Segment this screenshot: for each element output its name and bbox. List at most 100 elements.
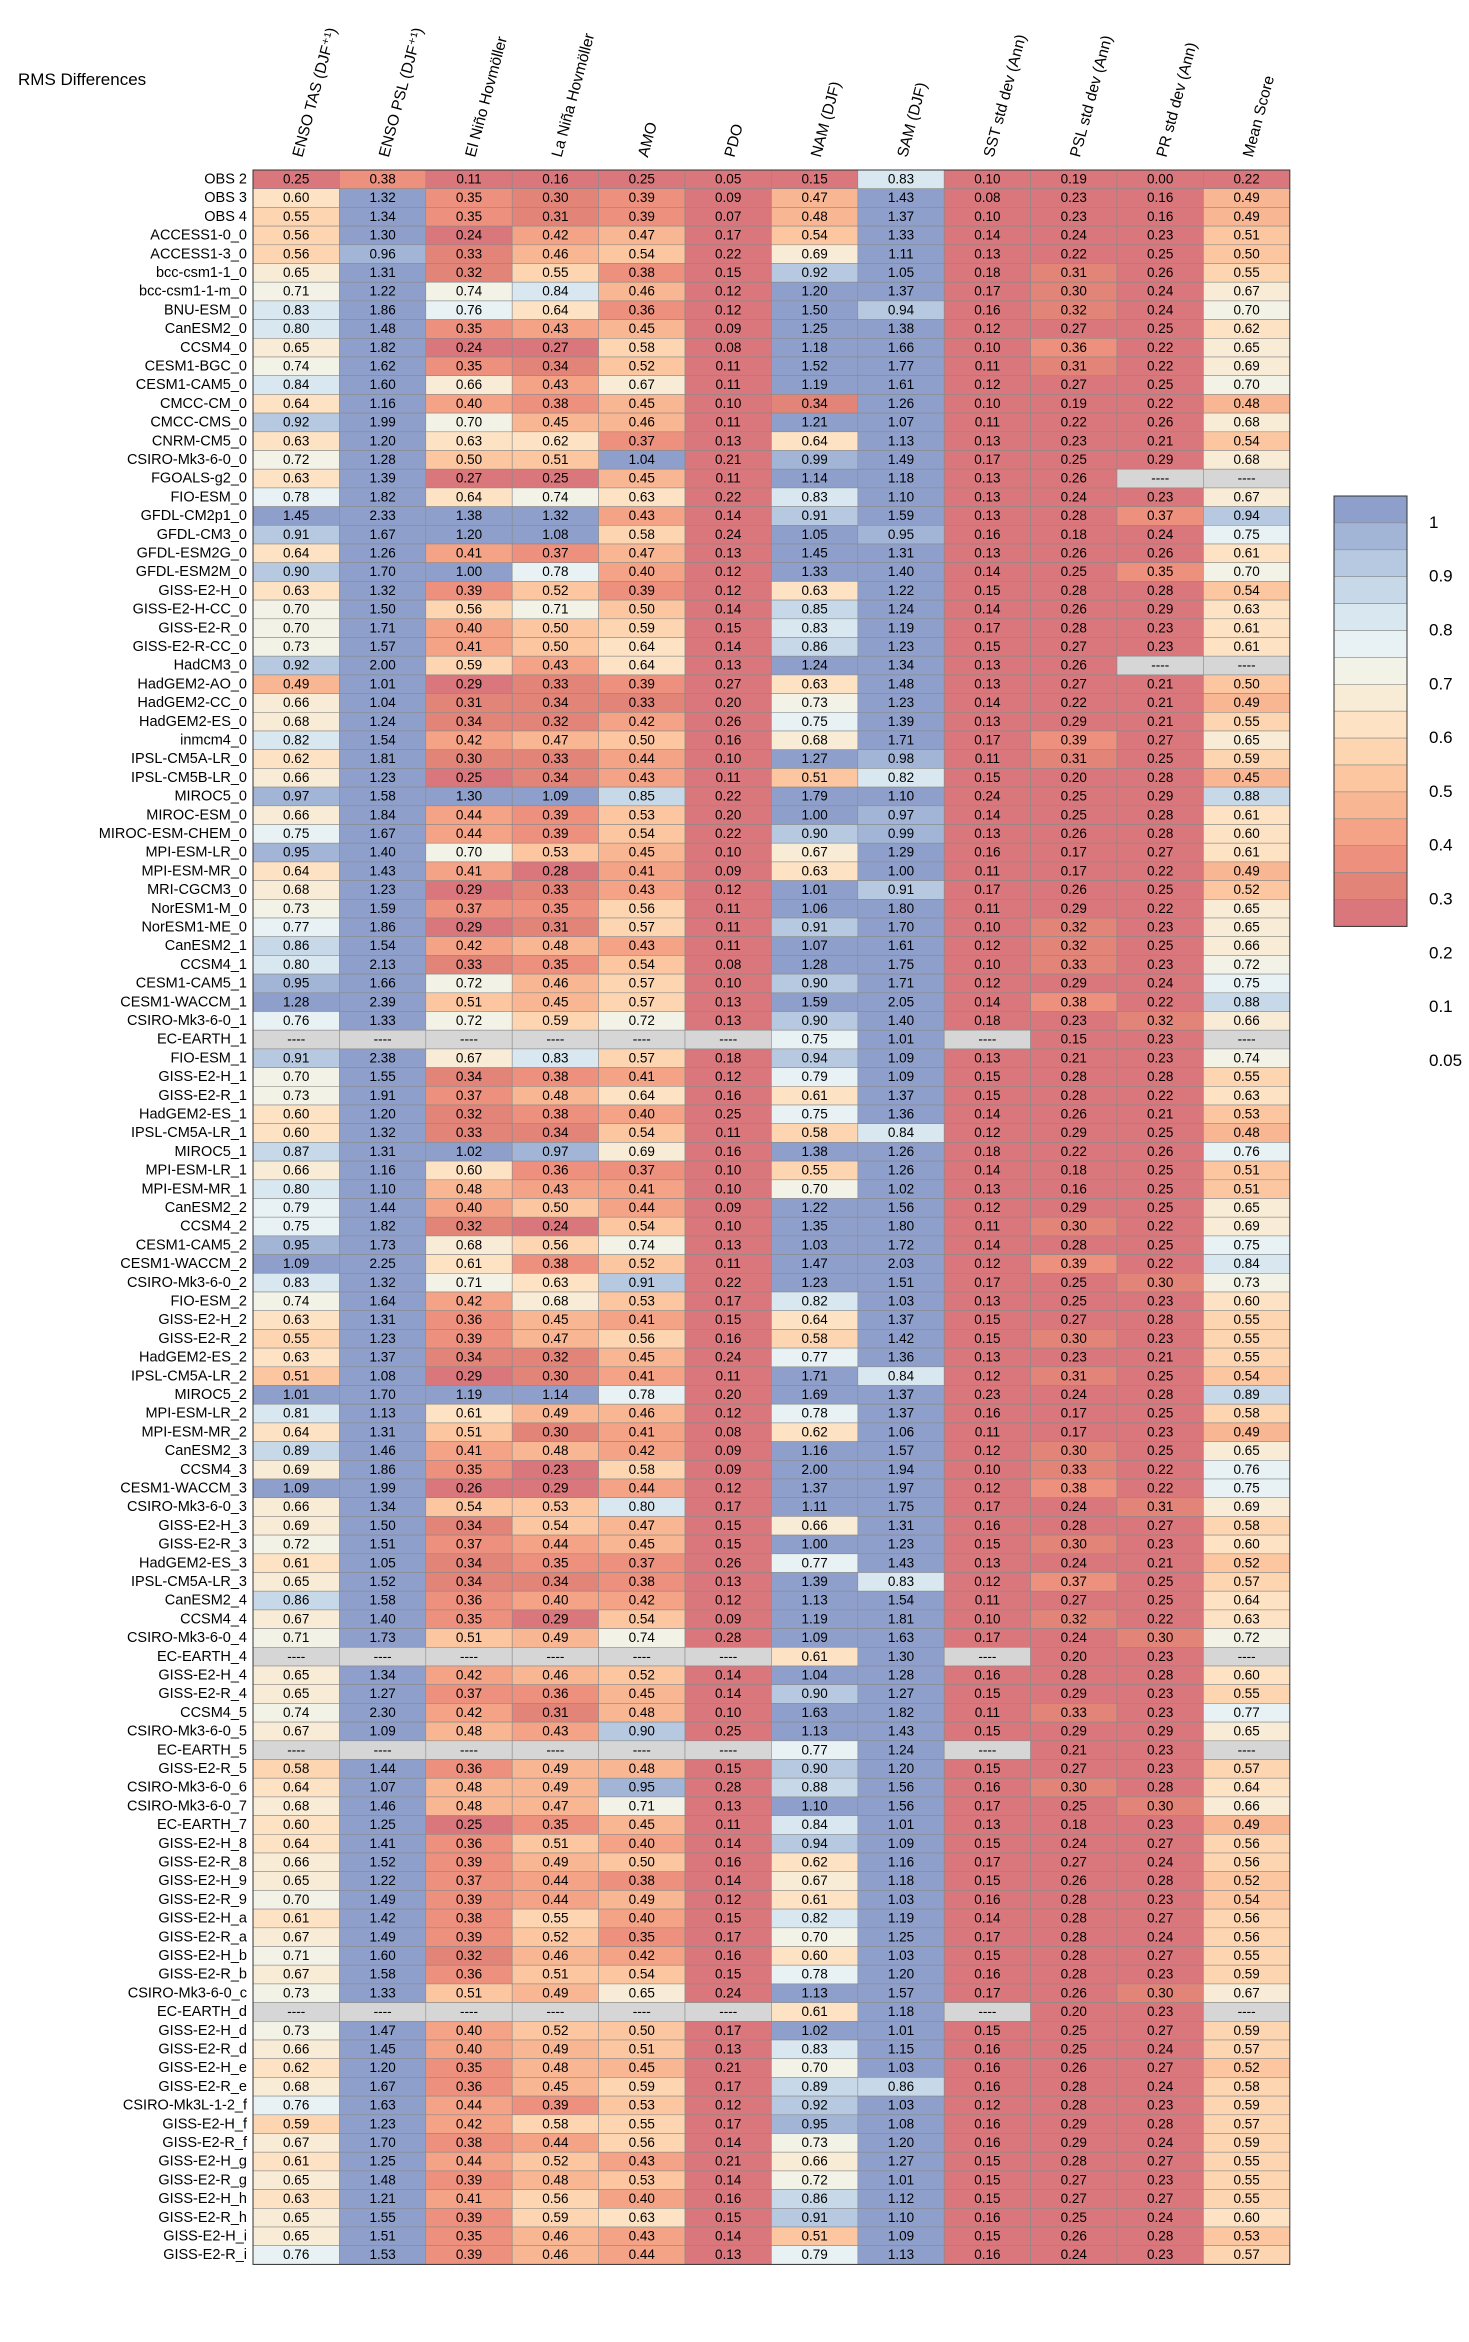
cell-value: 0.25 [1061, 1293, 1087, 1308]
cell-value: 0.28 [1061, 1088, 1087, 1103]
cell-value: 2.25 [369, 1256, 395, 1271]
cell-value: 1.25 [801, 321, 827, 336]
cell-value: 0.56 [1233, 1836, 1259, 1851]
cell-value: 0.14 [715, 639, 742, 654]
cell-value: 1.39 [369, 471, 395, 486]
row-label: GISS-E2-H-CC_0 [133, 602, 247, 618]
cell-value: 0.15 [974, 1069, 1000, 1084]
cell-value: 0.56 [629, 2135, 655, 2150]
cell-value: 0.28 [1061, 1967, 1087, 1982]
cell-value: 1.47 [369, 2023, 395, 2038]
cell-value: 0.27 [1147, 732, 1173, 747]
cell-value: 0.88 [801, 1780, 827, 1795]
cell-value: 0.29 [1061, 976, 1087, 991]
cell-value: 1.31 [888, 545, 914, 560]
cell-value: 0.64 [801, 1312, 828, 1327]
cell-value: 1.48 [369, 2172, 395, 2187]
cell-value: 1.27 [369, 1686, 395, 1701]
cell-value: 0.11 [716, 1368, 741, 1383]
cell-value: 0.48 [542, 2172, 568, 2187]
cell-value: 0.94 [1233, 508, 1260, 523]
cell-value: 0.29 [1147, 789, 1173, 804]
cell-value: 0.22 [715, 246, 741, 261]
row-label: CESM1-WACCM_1 [120, 994, 247, 1010]
cell-value: 1.39 [888, 714, 914, 729]
cell-value: ---- [978, 1649, 996, 1664]
cell-value: 0.61 [283, 1911, 309, 1926]
cell-value: 0.11 [716, 1256, 741, 1271]
cell-value: 0.52 [542, 2023, 568, 2038]
cell-value: 0.57 [1233, 2041, 1259, 2056]
cell-value: 0.51 [801, 2228, 827, 2243]
cell-value: 0.65 [629, 1985, 655, 2000]
cell-value: 0.72 [456, 1013, 482, 1028]
cell-value: 0.31 [1061, 358, 1087, 373]
cell-value: 0.18 [1061, 1163, 1087, 1178]
cell-value: 0.50 [1233, 246, 1259, 261]
cell-value: 0.12 [974, 321, 1000, 336]
cell-value: 0.13 [715, 994, 741, 1009]
cell-value: 1.23 [888, 1537, 914, 1552]
cell-value: 0.76 [1233, 1462, 1259, 1477]
cell-value: 1.31 [369, 1424, 395, 1439]
cell-value: 0.16 [715, 1331, 741, 1346]
row-label: GFDL-CM2p1_0 [141, 508, 247, 524]
cell-value: 1.67 [369, 826, 395, 841]
cell-value: 0.08 [974, 190, 1000, 205]
cell-value: 0.46 [542, 2228, 568, 2243]
row-label: HadCM3_0 [174, 658, 247, 674]
cell-value: 1.34 [369, 209, 396, 224]
cell-value: 0.12 [715, 1593, 741, 1608]
cell-value: 0.25 [1147, 1368, 1173, 1383]
cell-value: 0.60 [1233, 1293, 1259, 1308]
cell-value: 0.54 [1233, 1368, 1260, 1383]
cell-value: 0.49 [542, 2041, 568, 2056]
cell-value: 0.70 [456, 415, 482, 430]
cell-value: 0.28 [1147, 1780, 1173, 1795]
cell-value: ---- [460, 1742, 478, 1757]
colorbar-tick-label: 0.3 [1429, 890, 1453, 909]
cell-value: 1.79 [801, 789, 827, 804]
row-label: FIO-ESM_1 [170, 1050, 247, 1066]
cell-value: 0.19 [1061, 171, 1087, 186]
cell-value: 0.56 [283, 246, 309, 261]
cell-value: 1.07 [888, 415, 914, 430]
cell-value: 1.12 [888, 2191, 914, 2206]
cell-value: 0.49 [283, 676, 309, 691]
row-label: GISS-E2-R_2 [158, 1331, 247, 1347]
cell-value: 0.72 [456, 976, 482, 991]
cell-value: 0.23 [1147, 1686, 1173, 1701]
cell-value: 0.39 [456, 1854, 482, 1869]
cell-value: 1.34 [369, 1667, 396, 1682]
cell-value: 0.12 [715, 1069, 741, 1084]
cell-value: 0.68 [283, 1798, 309, 1813]
cell-value: 0.11 [716, 1817, 741, 1832]
cell-value: 0.14 [974, 228, 1001, 243]
cell-value: 0.75 [283, 1219, 309, 1234]
cell-value: 0.56 [629, 901, 655, 916]
cell-value: 0.59 [542, 1013, 568, 1028]
cell-value: 0.11 [975, 1705, 1000, 1720]
row-label: CSIRO-Mk3-6-0_3 [127, 1499, 247, 1515]
cell-value: 0.12 [974, 938, 1000, 953]
colorbar-swatch [1333, 549, 1408, 577]
cell-value: 0.76 [1233, 1144, 1259, 1159]
cell-value: 0.16 [974, 302, 1000, 317]
cell-value: 1.28 [283, 994, 309, 1009]
row-label: CCSM4_1 [180, 957, 247, 973]
cell-value: 0.40 [542, 1593, 568, 1608]
cell-value: 1.26 [888, 1144, 914, 1159]
cell-value: 0.60 [1233, 1537, 1259, 1552]
cell-value: 0.40 [456, 2023, 482, 2038]
cell-value: 0.73 [283, 1088, 309, 1103]
cell-value: ---- [1238, 658, 1256, 673]
cell-value: 0.09 [715, 1611, 741, 1626]
cell-value: 0.64 [629, 658, 656, 673]
cell-value: 1.19 [801, 1611, 827, 1626]
cell-value: 0.11 [716, 1125, 741, 1140]
row-label: IPSL-CM5A-LR_2 [131, 1368, 247, 1384]
cell-value: 0.26 [1061, 471, 1087, 486]
cell-value: 0.42 [456, 1667, 482, 1682]
cell-value: 0.22 [1147, 863, 1173, 878]
row-label: EC-EARTH_7 [157, 1817, 247, 1833]
